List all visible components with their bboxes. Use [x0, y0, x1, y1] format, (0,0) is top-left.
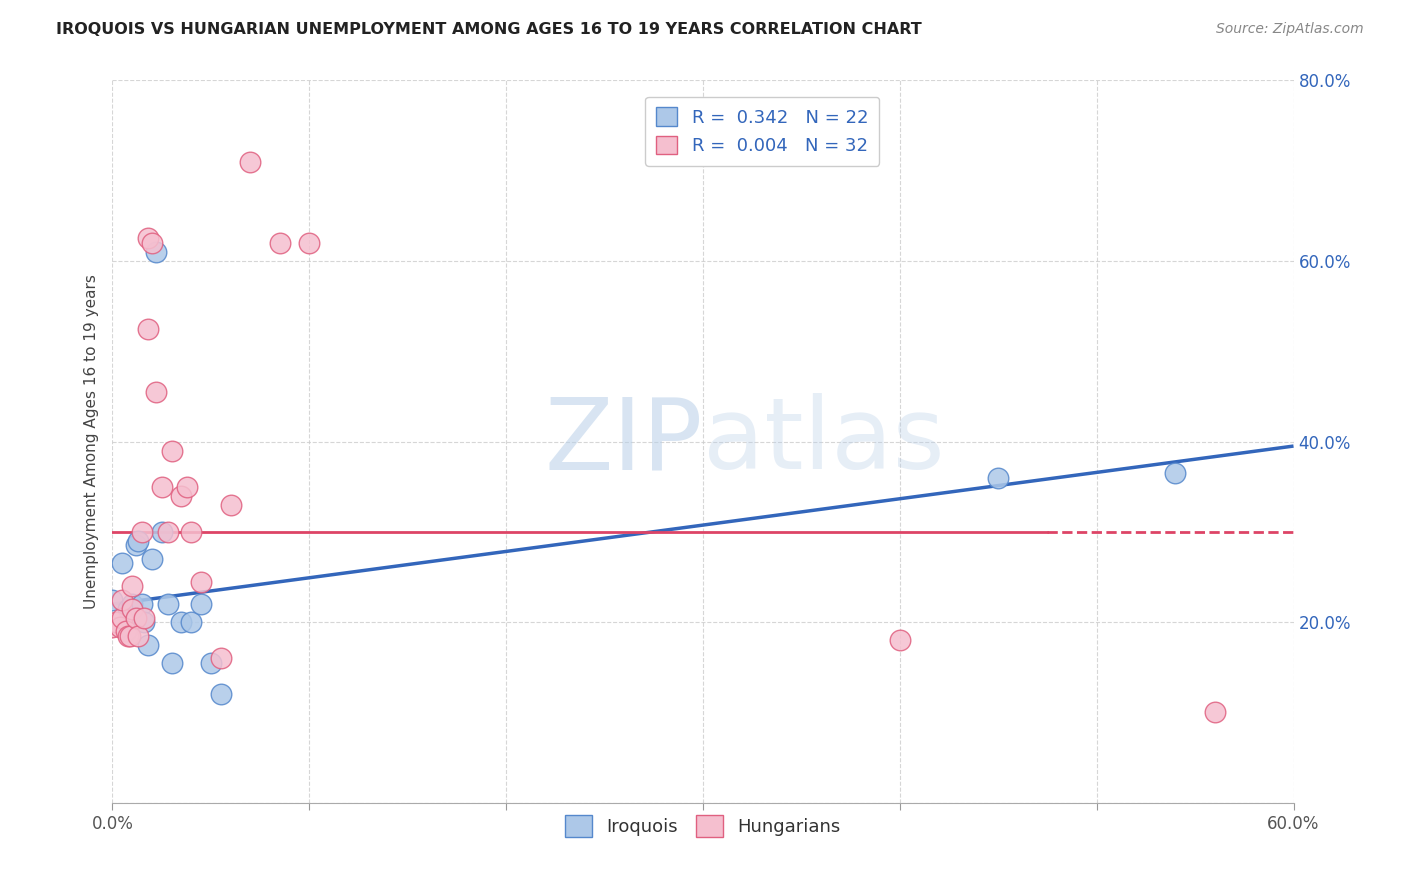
Point	[298, 235, 321, 250]
Point	[125, 538, 148, 552]
Point	[131, 524, 153, 539]
Point	[111, 557, 134, 571]
Point	[117, 629, 139, 643]
Point	[105, 615, 128, 630]
Point	[156, 524, 179, 539]
Point	[127, 629, 149, 643]
Point	[141, 552, 163, 566]
Point	[160, 443, 183, 458]
Point	[176, 480, 198, 494]
Point	[170, 615, 193, 630]
Point	[111, 610, 134, 624]
Point	[190, 597, 212, 611]
Point	[150, 480, 173, 494]
Point	[111, 592, 134, 607]
Point	[145, 384, 167, 399]
Point	[200, 656, 222, 670]
Point	[121, 597, 143, 611]
Point	[125, 610, 148, 624]
Point	[136, 231, 159, 245]
Point	[127, 533, 149, 548]
Point	[121, 601, 143, 615]
Text: IROQUOIS VS HUNGARIAN UNEMPLOYMENT AMONG AGES 16 TO 19 YEARS CORRELATION CHART: IROQUOIS VS HUNGARIAN UNEMPLOYMENT AMONG…	[56, 22, 922, 37]
Point	[987, 471, 1010, 485]
Point	[132, 615, 155, 630]
Y-axis label: Unemployment Among Ages 16 to 19 years: Unemployment Among Ages 16 to 19 years	[83, 274, 98, 609]
Point	[209, 651, 232, 665]
Point	[190, 574, 212, 589]
Point	[115, 624, 138, 639]
Point	[110, 620, 132, 634]
Point	[180, 524, 202, 539]
Point	[160, 656, 183, 670]
Text: ZIP: ZIP	[544, 393, 703, 490]
Point	[150, 524, 173, 539]
Point	[136, 321, 159, 335]
Point	[239, 154, 262, 169]
Text: Source: ZipAtlas.com: Source: ZipAtlas.com	[1216, 22, 1364, 37]
Point	[121, 601, 143, 615]
Point	[141, 235, 163, 250]
Point	[219, 498, 242, 512]
Point	[1164, 466, 1187, 480]
Point	[209, 687, 232, 701]
Legend: Iroquois, Hungarians: Iroquois, Hungarians	[558, 808, 848, 845]
Point	[101, 620, 124, 634]
Point	[131, 597, 153, 611]
Point	[156, 597, 179, 611]
Point	[120, 629, 142, 643]
Point	[269, 235, 291, 250]
Point	[117, 601, 139, 615]
Point	[180, 615, 202, 630]
Point	[136, 638, 159, 652]
Point	[132, 610, 155, 624]
Point	[170, 489, 193, 503]
Point	[889, 633, 911, 648]
Text: atlas: atlas	[703, 393, 945, 490]
Point	[1204, 706, 1226, 720]
Point	[145, 244, 167, 259]
Point	[101, 592, 124, 607]
Point	[121, 579, 143, 593]
